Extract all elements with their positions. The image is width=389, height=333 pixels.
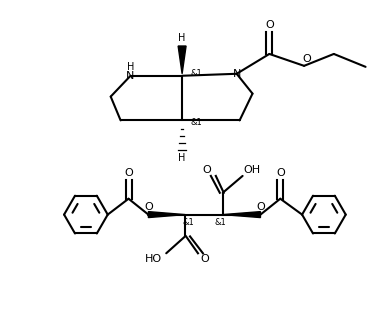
Text: H: H (179, 153, 186, 163)
Text: O: O (203, 165, 211, 175)
Text: N: N (126, 71, 135, 81)
Text: O: O (256, 202, 265, 212)
Text: H: H (179, 33, 186, 43)
Text: O: O (276, 168, 285, 178)
Text: O: O (303, 54, 312, 64)
Text: &1: &1 (190, 118, 202, 127)
Text: N: N (233, 69, 241, 79)
Text: O: O (201, 254, 209, 264)
Text: &1: &1 (190, 69, 202, 78)
Text: &1: &1 (215, 218, 227, 227)
Text: OH: OH (243, 165, 260, 175)
Text: O: O (144, 202, 153, 212)
Polygon shape (178, 46, 186, 74)
Polygon shape (148, 211, 185, 217)
Polygon shape (223, 211, 261, 217)
Text: O: O (265, 20, 274, 30)
Text: O: O (124, 168, 133, 178)
Text: &1: &1 (182, 218, 194, 227)
Text: H: H (127, 62, 134, 72)
Text: HO: HO (145, 254, 162, 264)
